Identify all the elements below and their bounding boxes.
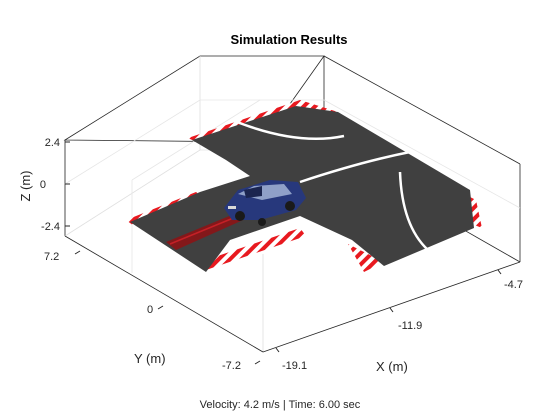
- z-tick-label: 2.4: [45, 137, 60, 149]
- x-tick-label: -19.1: [282, 360, 307, 372]
- lane-mark-straight: [299, 150, 411, 184]
- x-axis-label: X (m): [376, 359, 408, 374]
- y-axis-label: Y (m): [134, 351, 166, 366]
- y-tick-label: -7.2: [222, 360, 241, 372]
- z-tick-label: 0: [40, 179, 46, 191]
- y-axis: 7.2 0 -7.2 Y (m): [44, 250, 261, 372]
- time-label: Time:: [288, 399, 316, 411]
- lane-mark-curve-top: [231, 118, 345, 141]
- x-axis: -19.1 -11.9 -4.7 X (m): [275, 269, 523, 374]
- time-value: 6.00 sec: [318, 399, 361, 411]
- z-tick-label: -2.4: [41, 221, 60, 233]
- status-readout: Velocity: 4.2 m/s | Time: 6.00 sec: [0, 399, 560, 411]
- x-tick-label: -4.7: [504, 279, 523, 291]
- y-tick-label: 7.2: [44, 251, 59, 263]
- curb-front: [200, 228, 306, 270]
- z-axis-label: Z (m): [18, 170, 33, 201]
- x-tick-label: -11.9: [398, 320, 422, 332]
- y-tick-label: 0: [147, 304, 153, 316]
- road-scene: [126, 100, 482, 272]
- velocity-label: Velocity:: [199, 399, 241, 411]
- curb-lower-right: [348, 244, 384, 272]
- z-axis: 2.4 0 -2.4 Z (m): [18, 137, 70, 233]
- vehicle-trail: [166, 210, 252, 250]
- chart-title: Simulation Results: [230, 32, 347, 47]
- status-separator: |: [282, 399, 286, 411]
- vehicle: [224, 180, 306, 226]
- velocity-value: 4.2 m/s: [243, 399, 280, 411]
- lane-mark-curve-right: [398, 171, 429, 251]
